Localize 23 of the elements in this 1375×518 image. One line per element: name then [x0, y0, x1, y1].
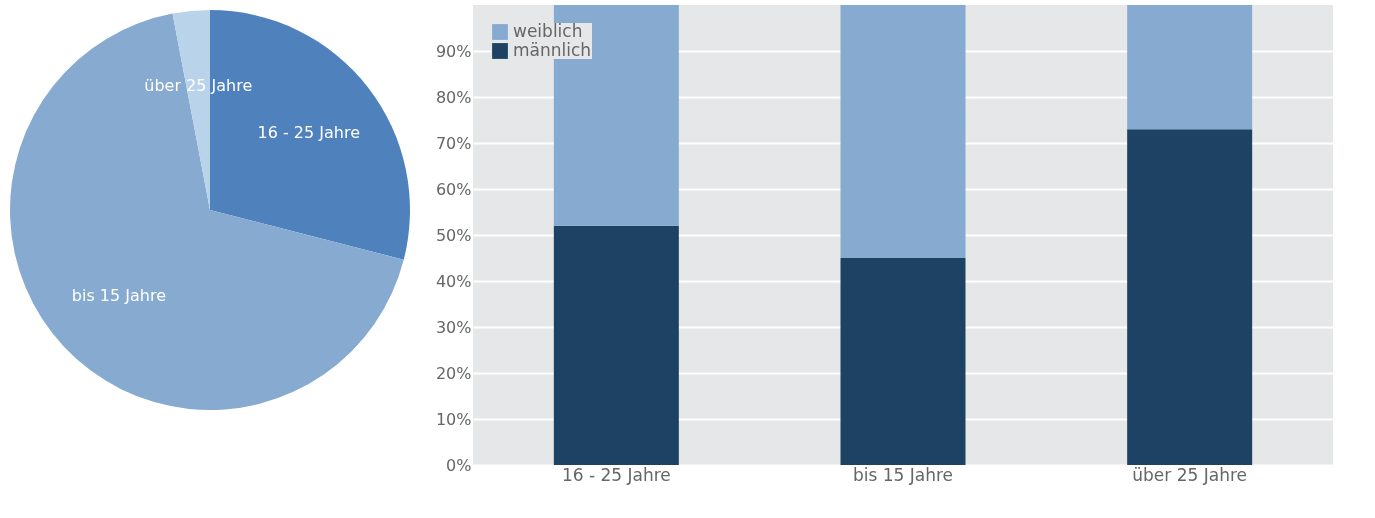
y-tick-label: 70% — [435, 133, 472, 153]
y-tick-label: 90% — [435, 41, 472, 61]
y-tick-label: 60% — [435, 179, 472, 199]
slice-label: bis 15 Jahre — [71, 285, 166, 305]
legend-label: männlich — [513, 40, 592, 60]
bar — [840, 258, 966, 465]
bar — [840, 5, 966, 258]
bar — [553, 225, 679, 465]
bar — [1127, 129, 1253, 465]
x-tick-label: 16 - 25 Jahre — [561, 464, 671, 485]
y-tick-label: 0% — [446, 455, 472, 475]
slice-label: 16 - 25 Jahre — [257, 123, 361, 143]
y-tick-label: 30% — [435, 317, 472, 337]
y-tick-label: 20% — [435, 363, 472, 383]
y-tick-label: 10% — [435, 409, 472, 429]
x-tick-label: bis 15 Jahre — [852, 464, 954, 485]
slice-label: über 25 Jahre — [144, 75, 253, 95]
x-tick-label: über 25 Jahre — [1132, 464, 1248, 485]
bar — [1127, 5, 1253, 130]
y-tick-label: 40% — [435, 271, 472, 291]
y-tick-label: 80% — [435, 87, 472, 107]
y-tick-label: 50% — [435, 225, 472, 245]
legend-label: weiblich — [513, 21, 583, 41]
